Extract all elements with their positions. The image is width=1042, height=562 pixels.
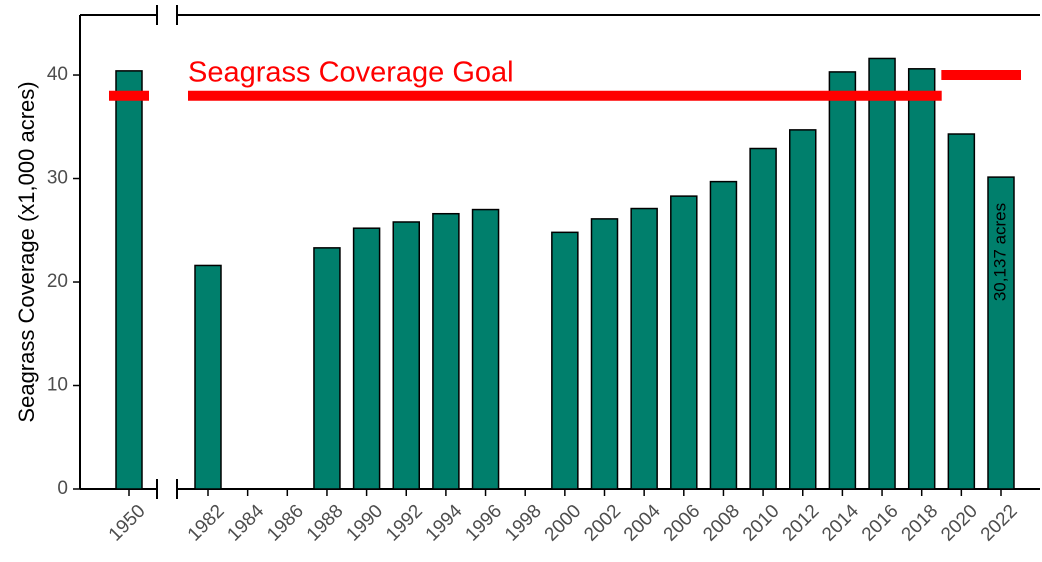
bar — [471, 208, 500, 490]
x-tick-label: 1994 — [422, 500, 467, 545]
x-tick-label: 1998 — [501, 501, 546, 546]
x-tick-label: 2022 — [977, 501, 1022, 546]
bar — [115, 70, 143, 490]
x-tick-label: 2000 — [541, 501, 586, 546]
bar — [947, 133, 976, 490]
y-tick-label: 30 — [47, 168, 68, 189]
bar — [670, 195, 698, 490]
bar — [392, 221, 420, 490]
x-tick-label: 1996 — [461, 501, 506, 546]
bar — [313, 247, 341, 490]
y-tick-label: 10 — [47, 375, 68, 396]
y-tick-label: 40 — [47, 64, 68, 85]
x-tick-label: 2010 — [739, 501, 784, 546]
x-tick-label: 2012 — [779, 501, 824, 546]
x-tick-label: 1992 — [382, 501, 427, 546]
bar — [987, 176, 1015, 490]
annotation: 30,137 acres — [990, 203, 1009, 301]
y-tick-label: 0 — [57, 478, 68, 499]
goal-label: Seagrass Coverage Goal — [188, 57, 514, 89]
x-tick-label: 2006 — [660, 501, 705, 546]
x-tick-label: 1950 — [105, 501, 150, 546]
x-tick-label: 1988 — [303, 501, 348, 546]
bar — [590, 218, 619, 490]
bar — [828, 71, 857, 490]
y-tick-label: 20 — [47, 271, 68, 292]
bar — [551, 231, 579, 490]
x-tick-label: 1986 — [263, 501, 308, 546]
bar — [194, 264, 222, 490]
bar — [352, 227, 381, 490]
bar — [907, 68, 936, 490]
bar — [749, 147, 777, 490]
x-tick-label: 2002 — [580, 501, 625, 546]
x-tick-label: 2018 — [898, 501, 943, 546]
x-tick-label: 1984 — [223, 500, 268, 545]
x-tick-label: 1982 — [184, 501, 229, 546]
bar — [868, 57, 896, 490]
x-tick-label: 2008 — [699, 501, 744, 546]
x-tick-label: 2014 — [818, 500, 863, 545]
bar — [630, 207, 658, 490]
x-tick-label: 2004 — [620, 500, 665, 545]
bar — [709, 180, 738, 490]
x-tick-label: 2020 — [937, 501, 982, 546]
x-tick-label: 1990 — [342, 501, 387, 546]
y-axis-label: Seagrass Coverage (x1,000 acres) — [14, 81, 39, 422]
bar — [789, 129, 817, 490]
bar — [432, 212, 460, 490]
x-tick-label: 2016 — [858, 501, 903, 546]
